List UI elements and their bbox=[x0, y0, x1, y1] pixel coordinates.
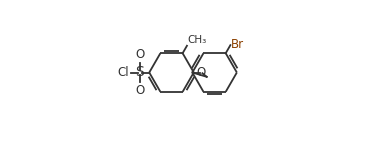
Text: O: O bbox=[135, 84, 145, 97]
Text: CH₃: CH₃ bbox=[188, 35, 207, 45]
Text: O: O bbox=[135, 48, 145, 61]
Text: O: O bbox=[196, 66, 206, 79]
Text: Cl: Cl bbox=[117, 66, 129, 79]
Text: S: S bbox=[135, 66, 144, 79]
Text: Br: Br bbox=[231, 38, 244, 51]
